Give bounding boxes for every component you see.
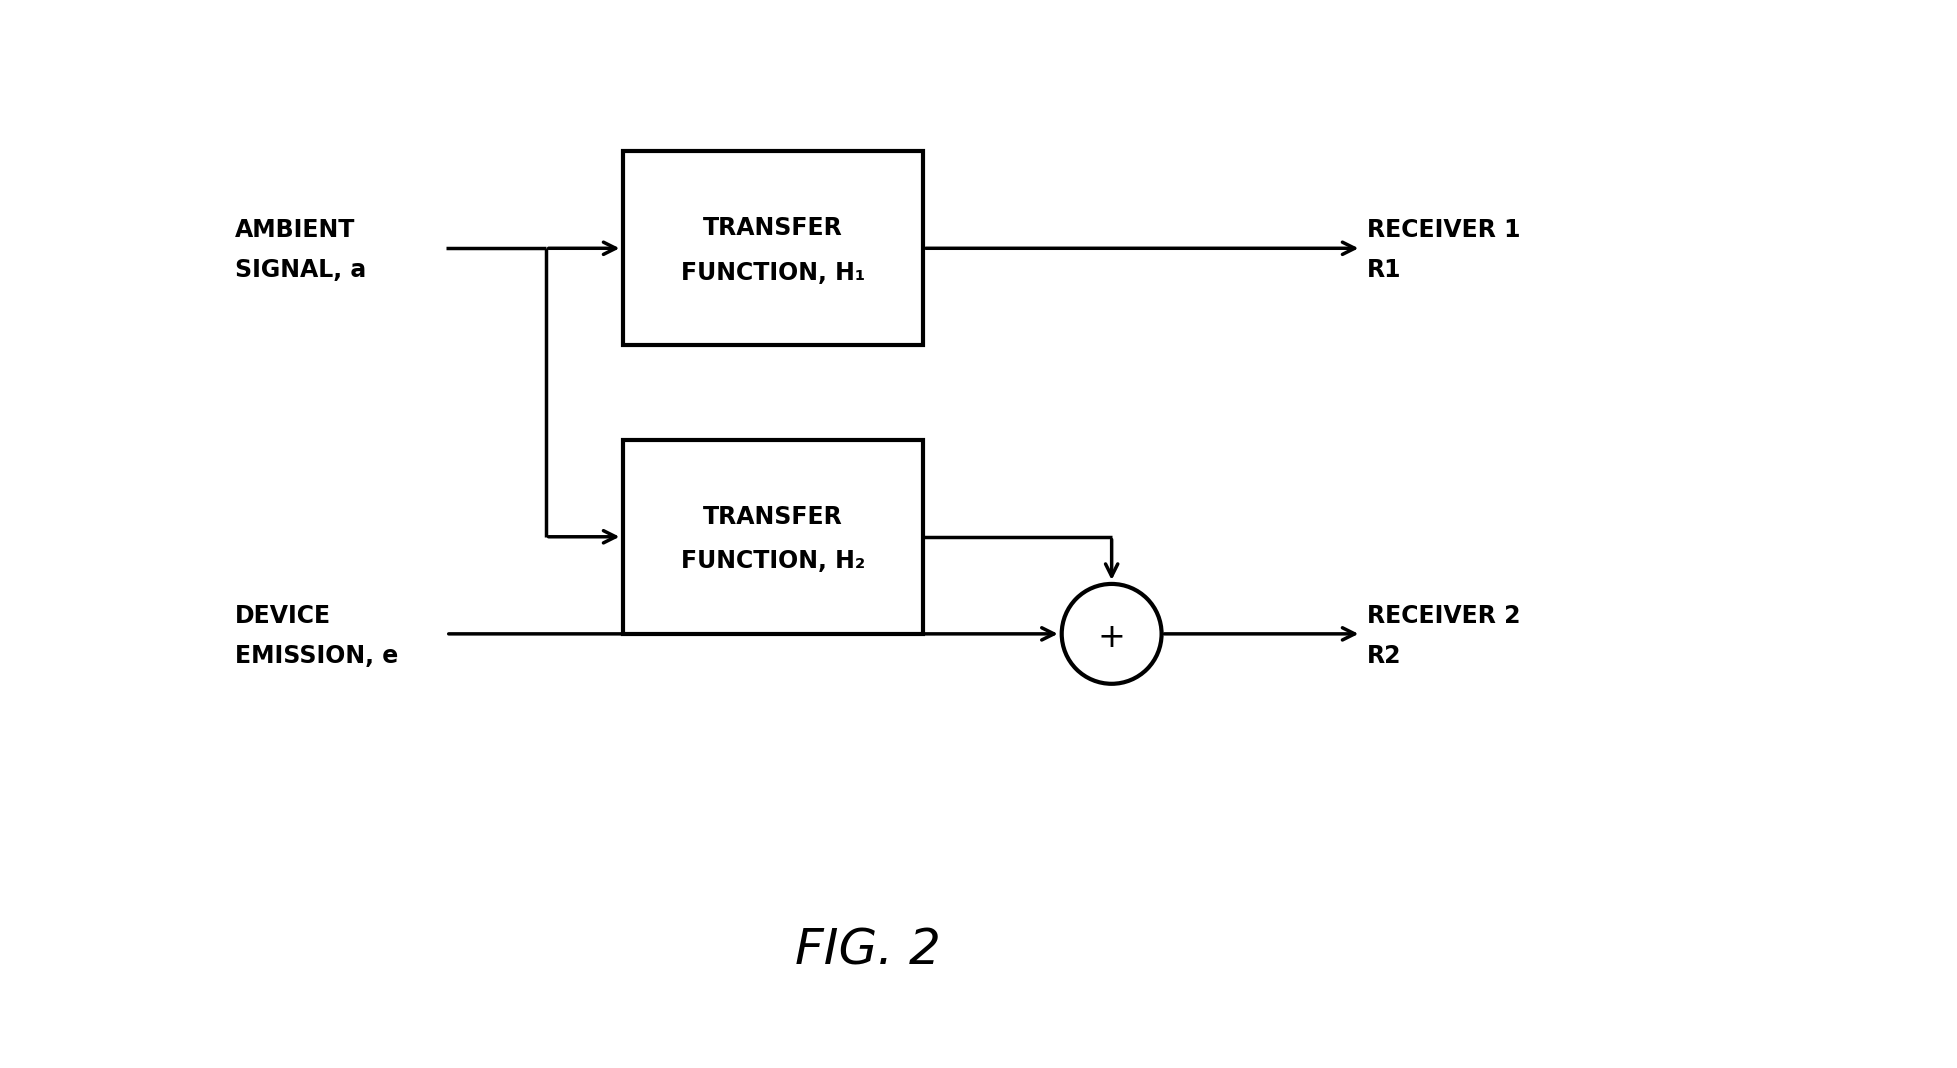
Text: FUNCTION, H₂: FUNCTION, H₂ [681, 549, 865, 574]
Bar [624, 440, 924, 634]
Text: SIGNAL, a: SIGNAL, a [235, 257, 366, 282]
Text: RECEIVER 1: RECEIVER 1 [1366, 218, 1521, 242]
Text: +: + [1098, 621, 1125, 654]
Text: RECEIVER 2: RECEIVER 2 [1366, 604, 1521, 628]
Text: DEVICE: DEVICE [235, 604, 331, 628]
Text: FUNCTION, H₁: FUNCTION, H₁ [681, 261, 865, 285]
Text: R1: R1 [1366, 257, 1401, 282]
Text: TRANSFER: TRANSFER [703, 217, 843, 240]
Circle shape [1063, 584, 1162, 684]
Text: TRANSFER: TRANSFER [703, 505, 843, 529]
Text: EMISSION, e: EMISSION, e [235, 644, 399, 669]
Text: AMBIENT: AMBIENT [235, 218, 356, 242]
Text: FIG. 2: FIG. 2 [795, 926, 941, 974]
Bar [624, 152, 924, 345]
Text: R2: R2 [1366, 644, 1401, 669]
